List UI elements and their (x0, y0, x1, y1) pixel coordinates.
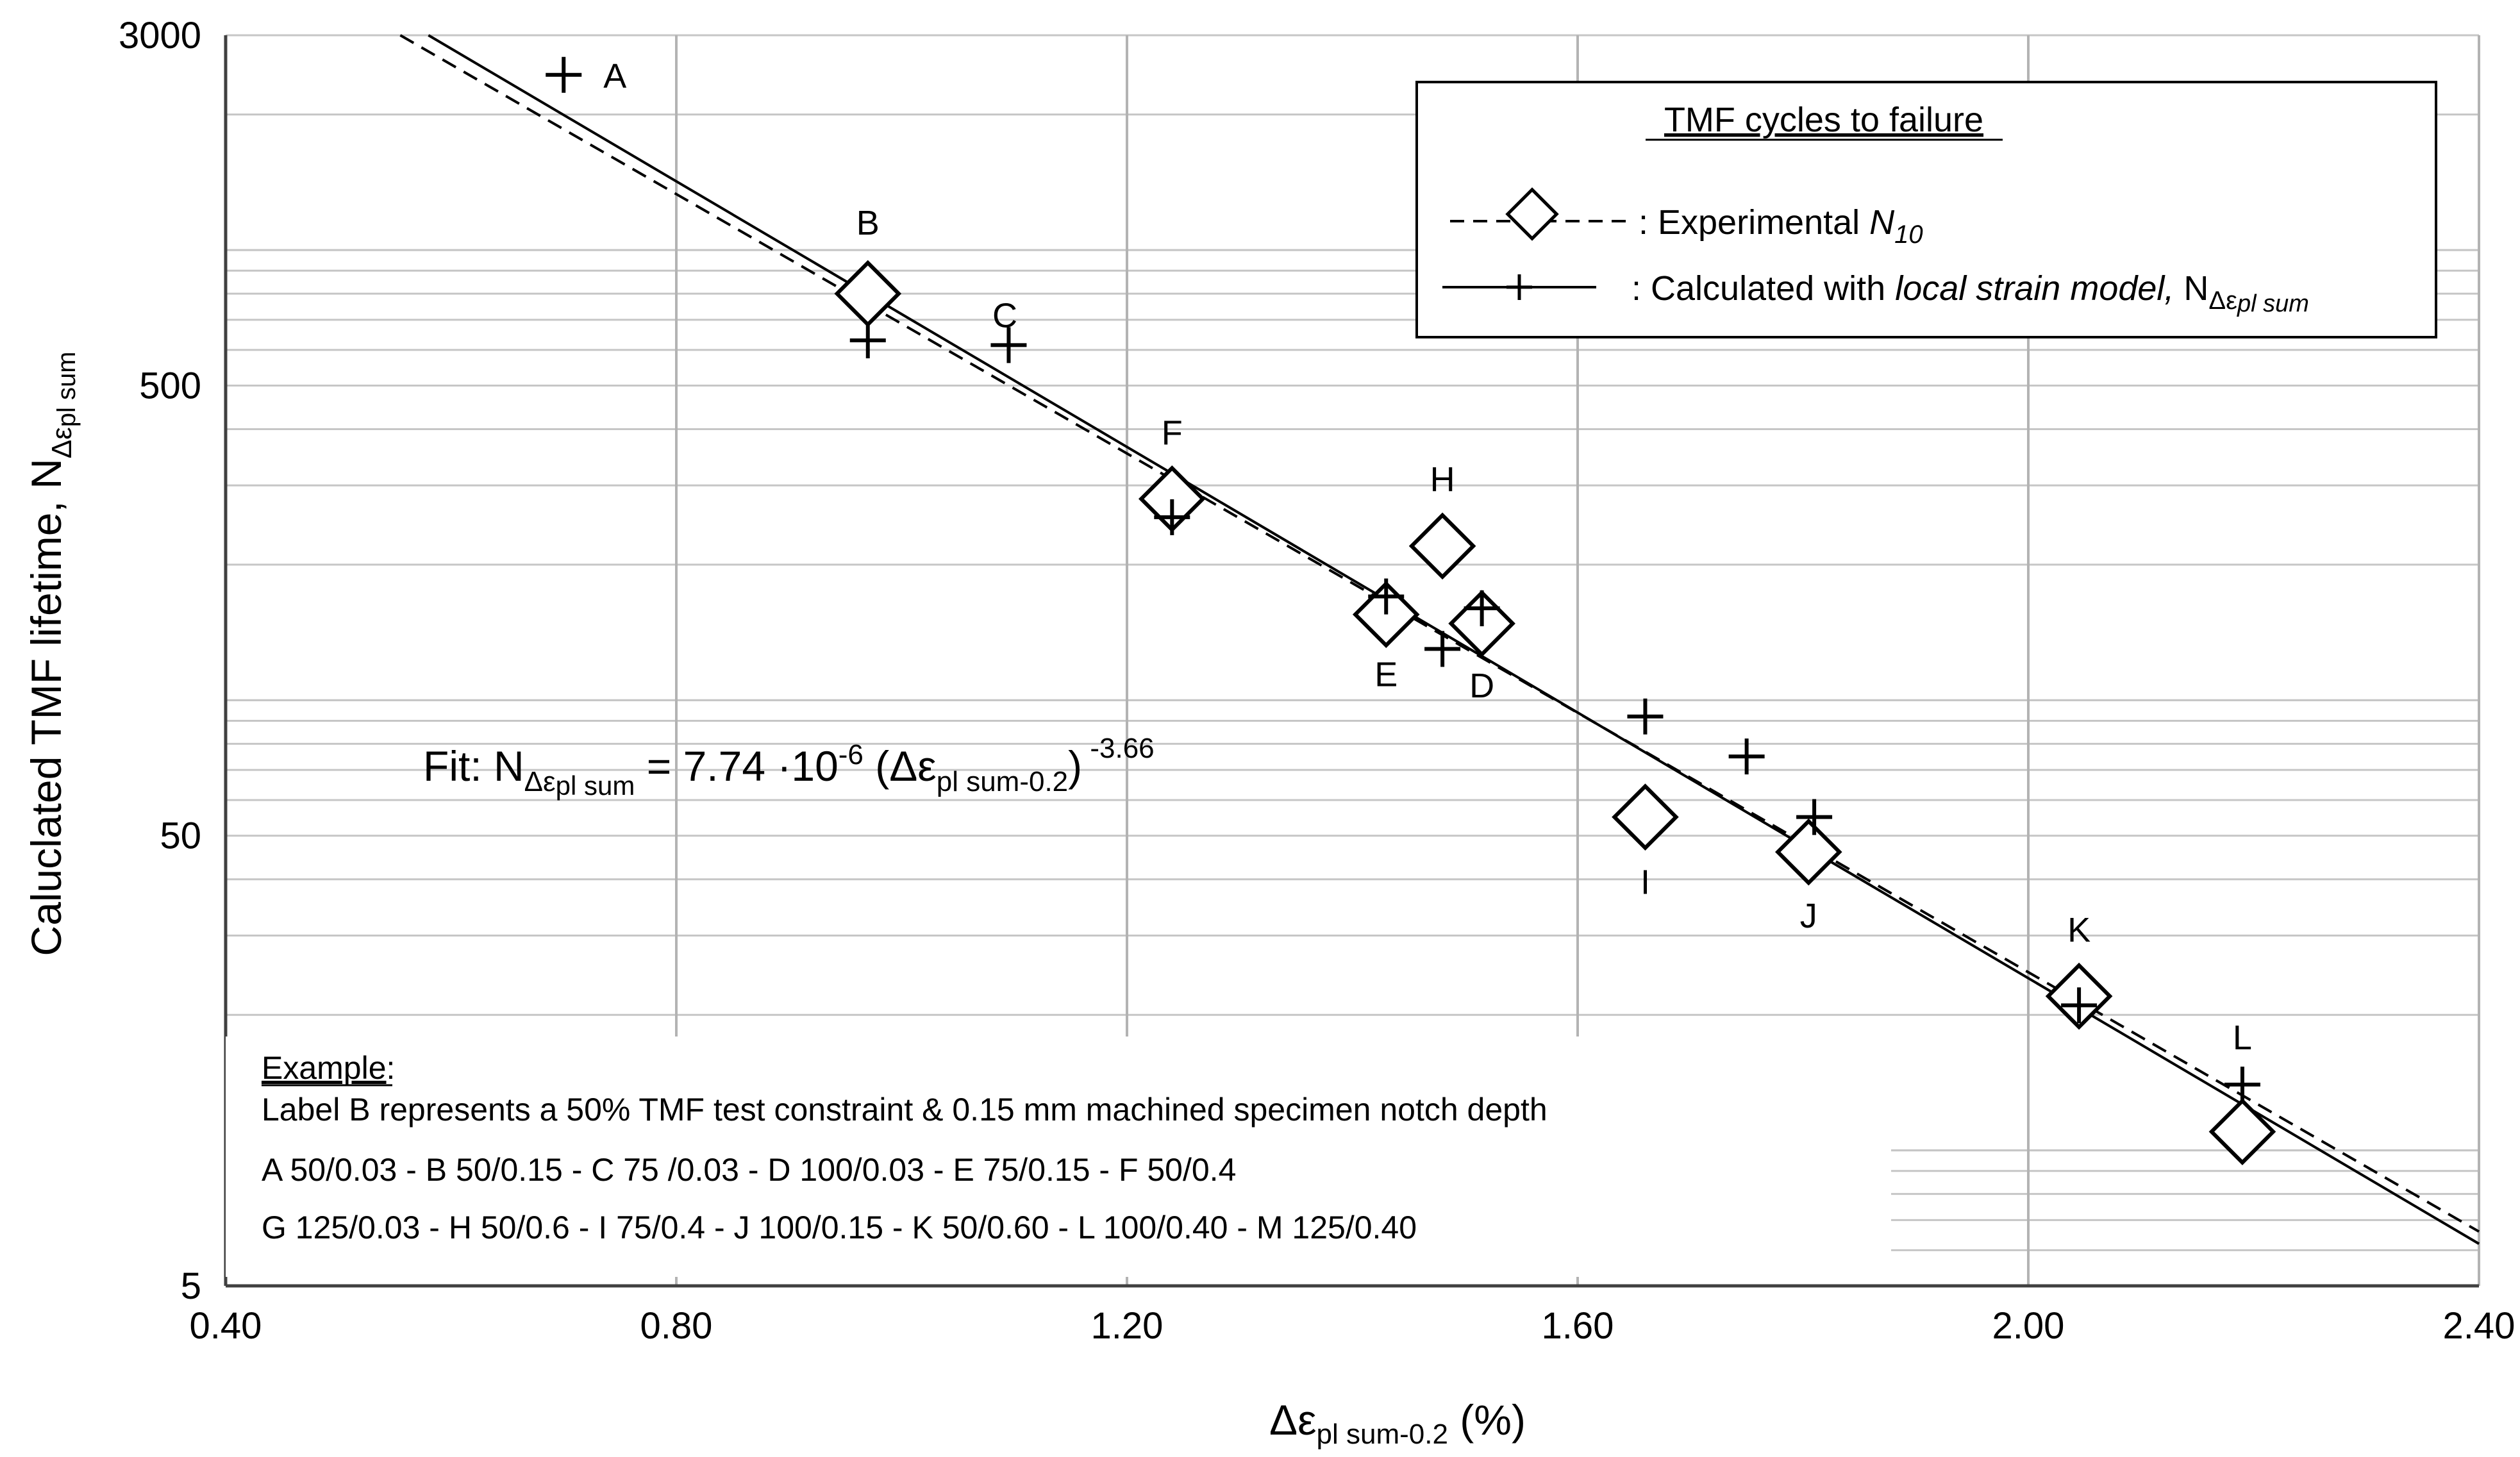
x-tick-label: 0.80 (640, 1305, 713, 1347)
fit-equation: Fit: NΔεpl sum = 7.74 ·10-6 (Δεpl sum-0.… (423, 733, 1155, 801)
experimental-point-E (1352, 581, 1420, 648)
y-tick-label: 50 (160, 815, 201, 857)
point-label-C: C (992, 296, 1017, 335)
point-label-F: F (1162, 413, 1183, 452)
point-label-H: H (1430, 460, 1455, 499)
experimental-point-I (1612, 783, 1679, 851)
y-tick-label: 5 (181, 1265, 201, 1307)
fit-lines (399, 34, 2480, 1245)
experimental-point-F (1138, 465, 1206, 533)
calculated-point-I (1627, 698, 1664, 735)
example-line-3: G 125/0.03 - H 50/0.6 - I 75/0.4 - J 100… (262, 1210, 1417, 1245)
experimental-point-L (2208, 1098, 2276, 1165)
calculated-point-C (990, 327, 1027, 363)
calculated-point-K (2061, 987, 2098, 1024)
calculated-point-G (1728, 738, 1765, 775)
x-tick-label: 2.00 (1992, 1305, 2065, 1347)
x-tick-label: 1.60 (1542, 1305, 1614, 1347)
legend: TMF cycles to failure : Experimental N10… (1415, 81, 2437, 338)
example-line-1: Label B represents a 50% TMF test constr… (262, 1092, 1548, 1128)
calculated-point-A (546, 56, 582, 93)
calculated-point-F (1154, 499, 1190, 535)
y-tick-label: 500 (139, 365, 201, 406)
example-box (226, 1037, 1891, 1277)
calculated-point-L (2224, 1066, 2260, 1103)
point-label-B: B (856, 204, 880, 242)
point-label-K: K (2067, 911, 2090, 949)
calculated-point-J (1796, 799, 1833, 835)
point-label-I: I (1640, 863, 1650, 902)
y-tick-label: 3000 (119, 15, 201, 56)
y-tick-labels: 5 50 500 3000 (119, 15, 201, 1307)
legend-diamond-marker (1505, 187, 1559, 241)
point-label-J: J (1800, 897, 1817, 935)
calculated-fit-line (428, 34, 2480, 1245)
calculated-point-D (1424, 631, 1461, 667)
point-label-D: D (1469, 667, 1494, 705)
point-label-L: L (2233, 1019, 2252, 1057)
x-tick-labels: 0.40 0.80 1.20 1.60 2.00 2.40 (190, 1305, 2516, 1347)
experimental-fit-line (399, 34, 2480, 1233)
x-tick-label: 1.20 (1091, 1305, 1164, 1347)
example-heading: Example: (262, 1050, 395, 1086)
experimental-point-B (834, 260, 902, 328)
legend-entry-calculated: : Calculated with local strain model, NΔ… (1631, 269, 2309, 317)
calculated-point-D (1464, 590, 1500, 626)
example-annotation: Example: Label B represents a 50% TMF te… (262, 1050, 1548, 1245)
legend-box (1415, 81, 2437, 338)
calculated-point-B (849, 322, 886, 358)
x-axis-title: Δεpl sum-0.2 (%) (1269, 1396, 1526, 1450)
y-axis-title: Caluclated TMF lifetime, NΔεpl sum (22, 351, 81, 956)
x-tick-label: 2.40 (2443, 1305, 2516, 1347)
point-labels: A B C F H E D I J K L (603, 57, 2252, 1057)
calculated-point-E (1368, 578, 1405, 615)
x-tick-label: 0.40 (190, 1305, 262, 1347)
point-label-E: E (1374, 656, 1398, 694)
legend-title: TMF cycles to failure (1664, 101, 1983, 139)
example-line-2: A 50/0.03 - B 50/0.15 - C 75 /0.03 - D 1… (262, 1152, 1236, 1188)
data-markers (546, 56, 2276, 1165)
experimental-point-H (1408, 512, 1476, 580)
experimental-point-J (1774, 818, 1842, 886)
legend-entry-experimental: : Experimental N10 (1639, 203, 1923, 249)
point-label-A: A (603, 57, 626, 96)
